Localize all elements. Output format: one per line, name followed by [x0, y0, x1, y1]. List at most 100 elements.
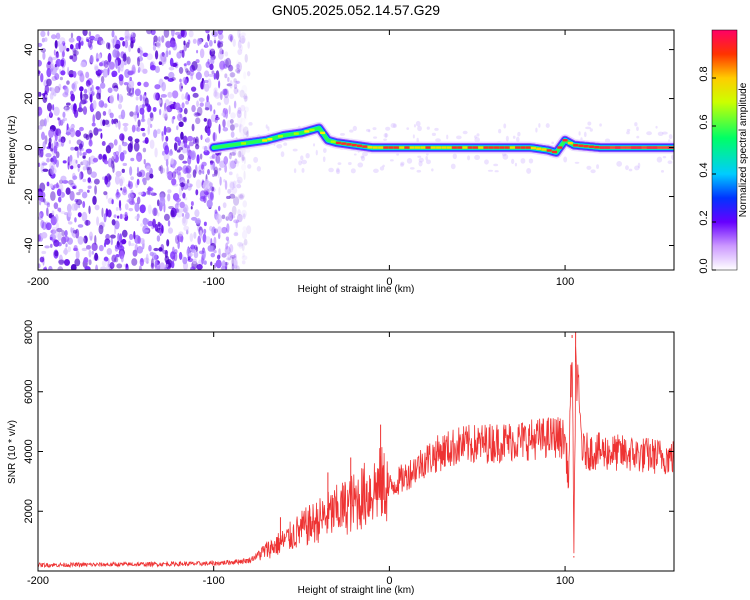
noise-blob: [75, 42, 80, 50]
noise-blob: [146, 30, 153, 35]
noise-blob: [136, 151, 143, 162]
noise-blob: [166, 263, 169, 268]
signal-core: [372, 146, 378, 149]
noise-blob: [201, 249, 207, 259]
noise-blob: [41, 250, 47, 254]
noise-blob: [229, 180, 235, 189]
noise-blob: [101, 260, 107, 267]
noise-blob: [110, 234, 116, 239]
noise-blob: [190, 86, 197, 92]
noise-blob: [235, 64, 240, 69]
faint-blob: [276, 143, 283, 149]
signal-core: [573, 144, 579, 147]
snr-x-tick-label: -200: [27, 575, 49, 587]
faint-blob: [265, 124, 268, 129]
signal-core: [378, 146, 384, 149]
noise-blob: [40, 148, 44, 158]
noise-blob: [107, 209, 112, 218]
noise-blob: [243, 110, 247, 119]
noise-blob: [49, 236, 53, 241]
noise-blob: [114, 226, 117, 235]
noise-blob: [223, 179, 226, 183]
noise-blob: [153, 129, 158, 139]
noise-blob: [50, 243, 53, 248]
noise-blob: [165, 41, 171, 49]
noise-blob: [139, 169, 146, 178]
noise-blob: [235, 265, 240, 270]
noise-blob: [112, 87, 119, 92]
signal-core: [588, 145, 594, 148]
noise-blob: [135, 104, 139, 115]
noise-blob: [243, 126, 249, 136]
noise-blob: [64, 247, 68, 256]
noise-blob: [185, 68, 189, 73]
noise-blob: [165, 135, 169, 142]
noise-blob: [121, 229, 128, 238]
noise-blob: [239, 148, 243, 158]
noise-blob: [138, 265, 142, 270]
faint-blob: [637, 162, 641, 169]
noise-blob: [237, 150, 242, 158]
noise-blob: [123, 263, 126, 267]
noise-blob: [187, 94, 191, 102]
noise-blob: [237, 193, 244, 199]
noise-blob: [86, 167, 90, 171]
noise-blob: [83, 133, 88, 139]
noise-blob: [242, 252, 245, 258]
noise-blob: [52, 229, 59, 239]
faint-blob: [406, 157, 413, 164]
faint-blob: [655, 125, 658, 129]
noise-blob: [104, 175, 109, 185]
faint-blob: [383, 138, 387, 141]
noise-blob: [53, 145, 58, 154]
noise-blob: [113, 214, 117, 218]
noise-blob: [188, 252, 194, 257]
noise-blob: [120, 62, 124, 72]
noise-blob: [237, 48, 243, 56]
noise-blob: [213, 87, 218, 94]
faint-blob: [636, 135, 640, 139]
noise-blob: [195, 117, 201, 125]
noise-blob: [161, 35, 165, 43]
noise-blob: [176, 136, 181, 141]
noise-blob: [103, 213, 107, 223]
spectrogram-x-tick-label: 0: [386, 276, 392, 288]
noise-blob: [236, 109, 242, 119]
noise-blob: [165, 99, 170, 106]
noise-blob: [229, 215, 236, 219]
noise-blob: [130, 176, 134, 181]
noise-blob: [130, 157, 135, 162]
noise-blob: [149, 112, 154, 122]
faint-blob: [400, 161, 405, 166]
noise-blob: [226, 83, 233, 87]
noise-blob: [98, 153, 103, 160]
noise-blob: [230, 124, 235, 131]
signal-core: [425, 146, 431, 149]
noise-blob: [176, 211, 183, 218]
noise-blob: [91, 242, 98, 252]
faint-blob: [248, 121, 253, 126]
noise-blob: [46, 207, 49, 217]
noise-blob: [156, 235, 161, 242]
noise-blob: [171, 77, 176, 81]
noise-blob: [96, 92, 101, 100]
noise-blob: [107, 157, 113, 168]
colorbar-tick-label: 0.8: [698, 66, 710, 81]
faint-blob: [300, 155, 304, 161]
noise-blob: [103, 160, 109, 165]
signal-core: [293, 132, 299, 135]
signal-core: [362, 145, 368, 148]
noise-blob: [238, 243, 243, 249]
signal-core: [388, 146, 394, 149]
noise-blob: [237, 209, 241, 216]
noise-blob: [150, 258, 154, 268]
noise-blob: [70, 227, 73, 233]
noise-blob: [186, 229, 189, 235]
noise-blob: [156, 199, 160, 207]
faint-blob: [336, 167, 340, 173]
noise-blob: [71, 83, 76, 90]
noise-blob: [233, 100, 237, 109]
noise-blob: [148, 244, 152, 252]
noise-blob: [117, 65, 121, 73]
noise-blob: [213, 109, 216, 115]
